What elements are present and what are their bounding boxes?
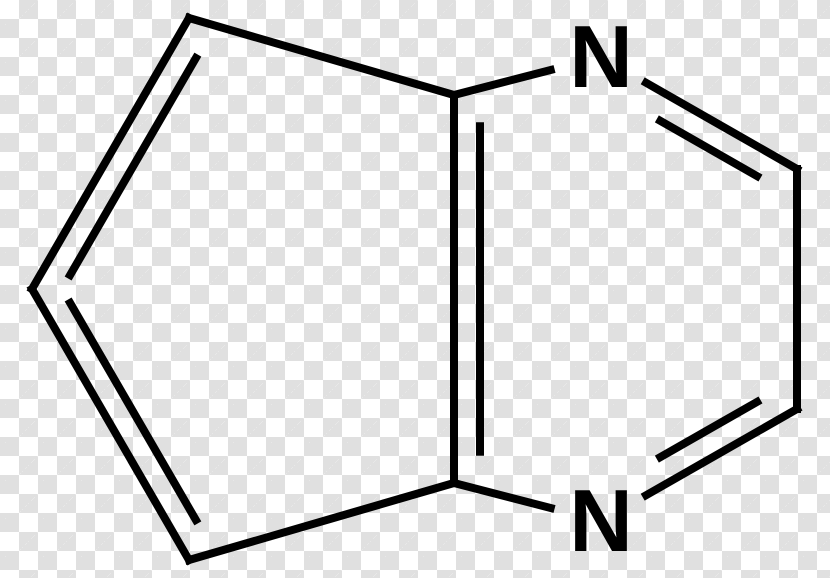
bond-group (32, 18, 797, 560)
atom-label-n2: N (569, 477, 633, 565)
molecule-structure (0, 0, 830, 578)
atom-label-n1: N (569, 13, 633, 101)
